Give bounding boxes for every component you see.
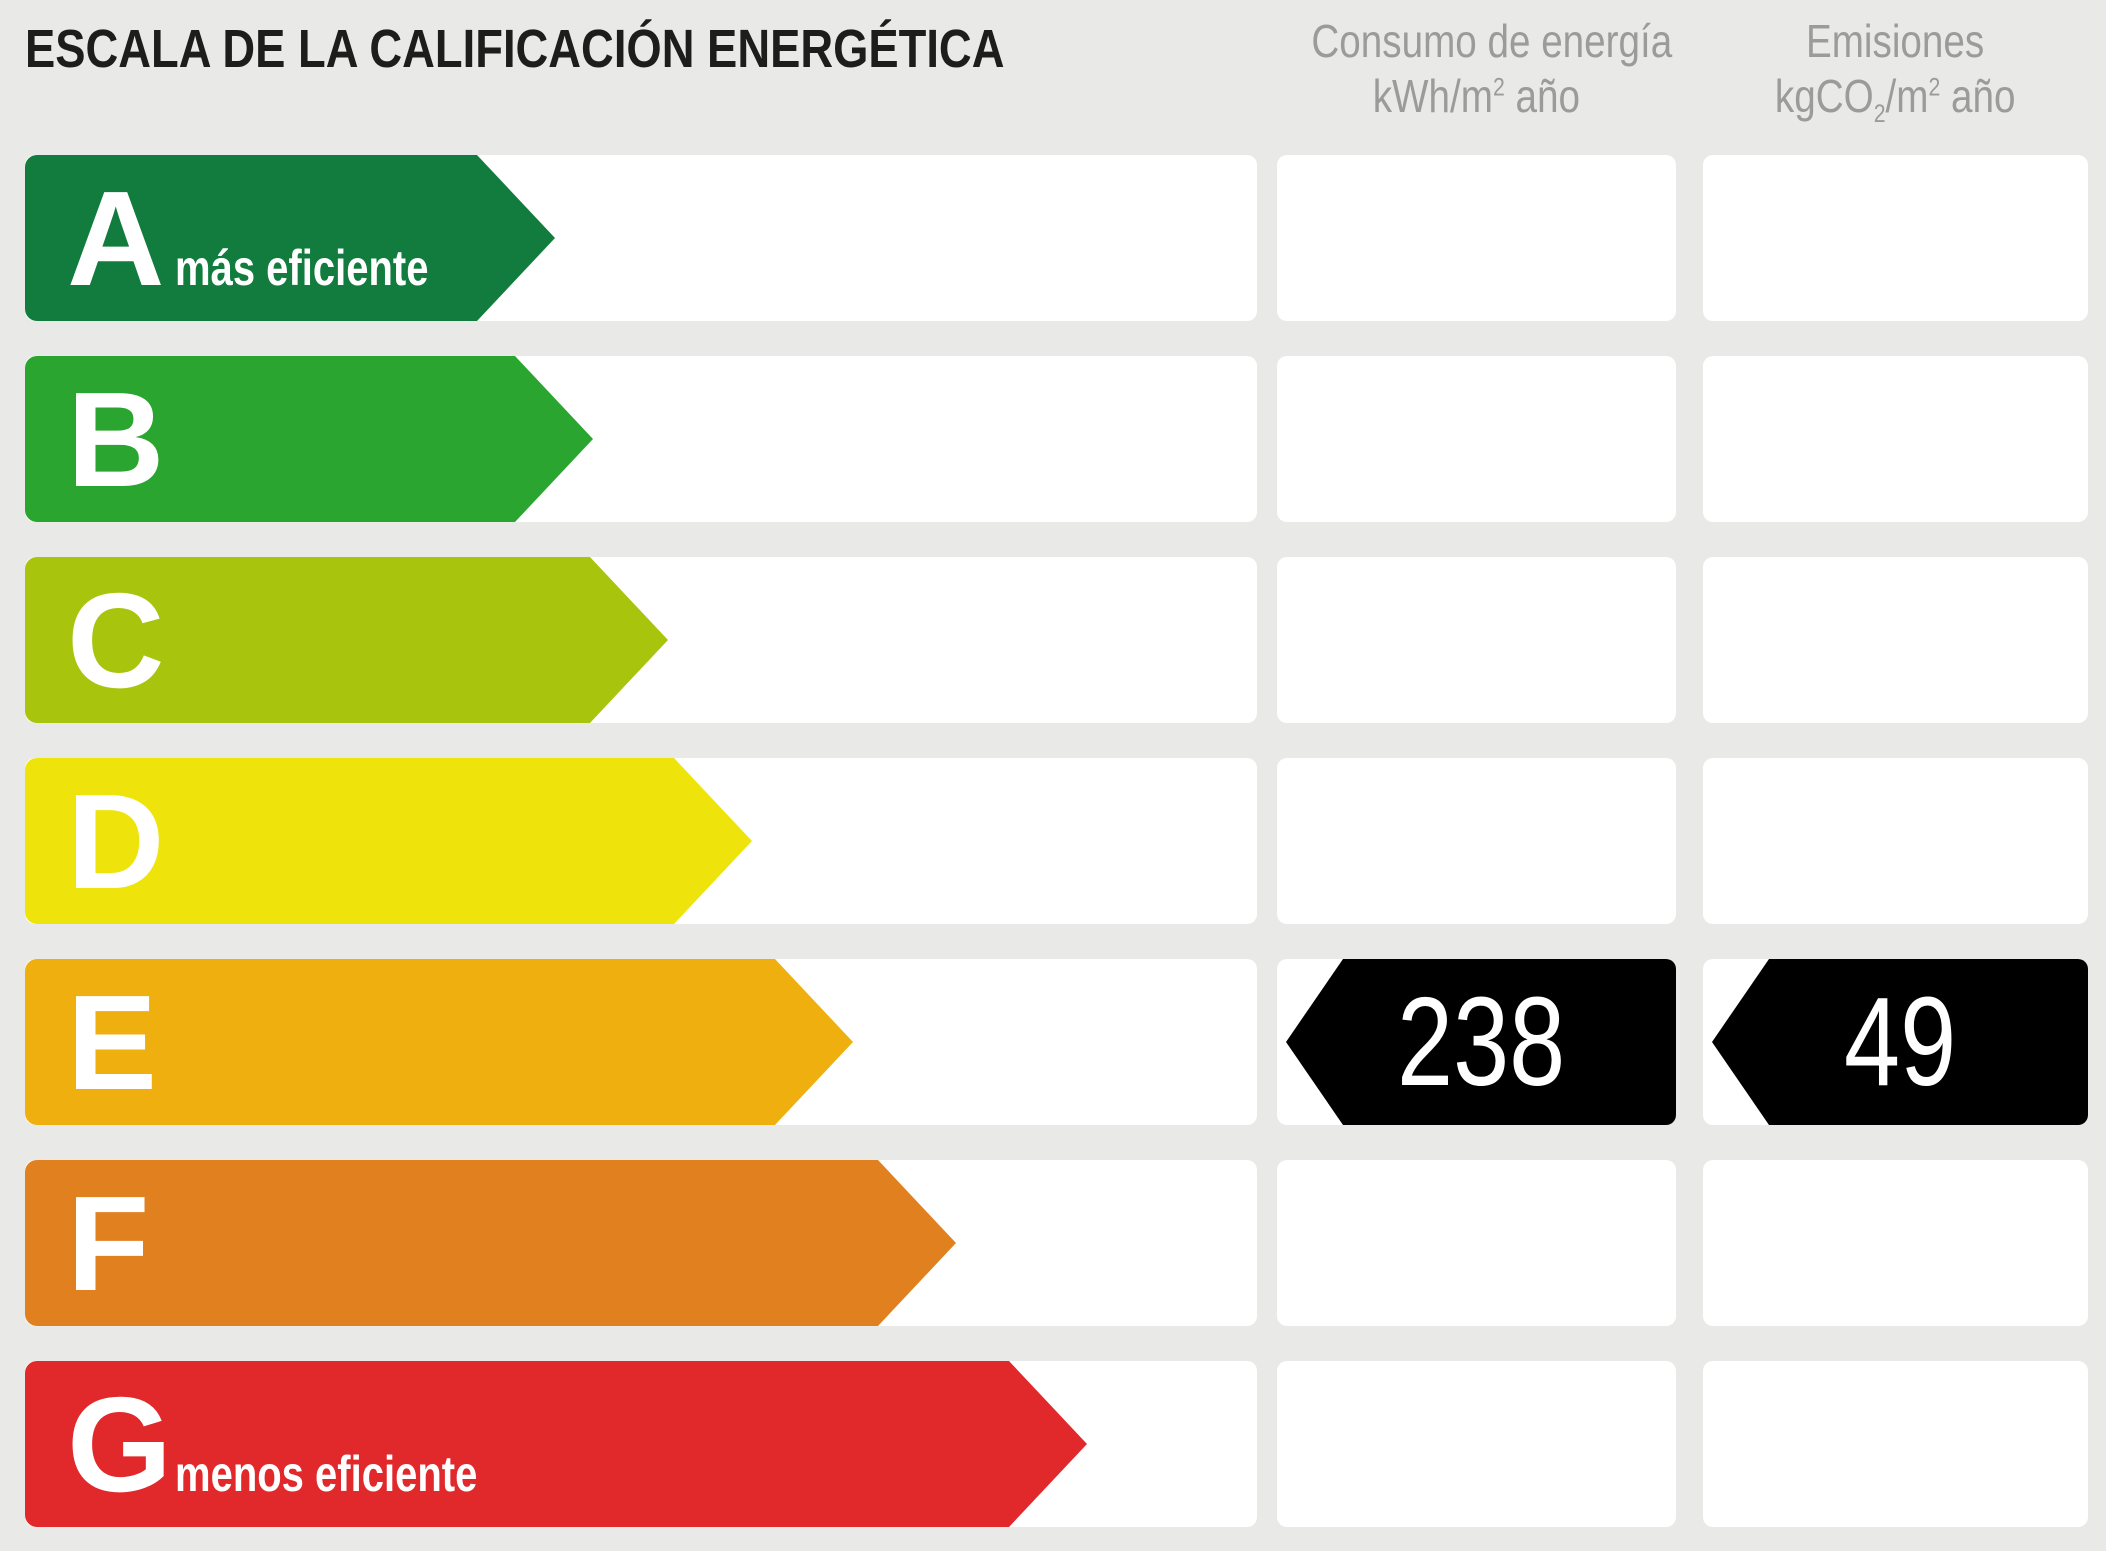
emissions-column-header: Emisiones kgCO2/m2 año [1703, 14, 2088, 129]
emissions-value-cell [1703, 758, 2088, 924]
energy-value-cell [1277, 356, 1676, 522]
page-title-text: ESCALA DE LA CALIFICACIÓN ENERGÉTICA [25, 19, 1005, 79]
energy-column-title: Consumo de energía [1311, 15, 1673, 67]
emissions-column-title: Emisiones [1806, 15, 1985, 67]
rating-bar-a: A más eficiente [25, 155, 555, 321]
energy-value-cell: 238 [1277, 959, 1676, 1125]
page-title: ESCALA DE LA CALIFICACIÓN ENERGÉTICA [25, 22, 1191, 76]
rating-letter: G [67, 1369, 173, 1520]
rating-bar-c: C [25, 557, 668, 723]
rating-letter: F [67, 1168, 150, 1319]
rating-row-f: F [0, 1160, 2106, 1326]
energy-value-cell [1277, 758, 1676, 924]
rating-bar-g: G menos eficiente [25, 1361, 1087, 1527]
energy-column-header: Consumo de energía kWh/m2 año [1277, 14, 1676, 124]
rating-bar-label: menos eficiente [175, 1446, 478, 1502]
energy-value-cell [1277, 1160, 1676, 1326]
emissions-value-cell [1703, 1160, 2088, 1326]
rating-letter: B [67, 364, 165, 515]
rating-bar-e: E [25, 959, 853, 1125]
rating-bar-f: F [25, 1160, 956, 1326]
emissions-value-cell [1703, 155, 2088, 321]
rating-bar-d: D [25, 758, 752, 924]
energy-value-cell [1277, 155, 1676, 321]
rating-bar-label: más eficiente [175, 240, 429, 296]
rating-row-d: D [0, 758, 2106, 924]
rating-bar-b: B [25, 356, 593, 522]
rating-letter: C [67, 565, 165, 716]
emissions-value-cell [1703, 356, 2088, 522]
rating-row-c: C [0, 557, 2106, 723]
rating-row-e: E 238 49 [0, 959, 2106, 1125]
rating-letter: D [67, 766, 165, 917]
emissions-value-cell [1703, 1361, 2088, 1527]
emissions-value-cell [1703, 557, 2088, 723]
emissions-value-badge: 49 [1712, 959, 2088, 1125]
emissions-column-unit: kgCO2/m2 año [1775, 70, 2016, 129]
energy-value-cell [1277, 1361, 1676, 1527]
rating-row-a: A más eficiente [0, 155, 2106, 321]
emissions-value: 49 [1843, 971, 1957, 1112]
rating-row-b: B [0, 356, 2106, 522]
rating-row-g: G menos eficiente [0, 1361, 2106, 1527]
rating-letter: A [67, 163, 165, 314]
energy-value-badge: 238 [1286, 959, 1676, 1125]
rating-letter: E [67, 967, 158, 1118]
energy-value-cell [1277, 557, 1676, 723]
energy-value: 238 [1396, 971, 1566, 1112]
energy-column-unit: kWh/m2 año [1372, 70, 1581, 123]
emissions-value-cell: 49 [1703, 959, 2088, 1125]
